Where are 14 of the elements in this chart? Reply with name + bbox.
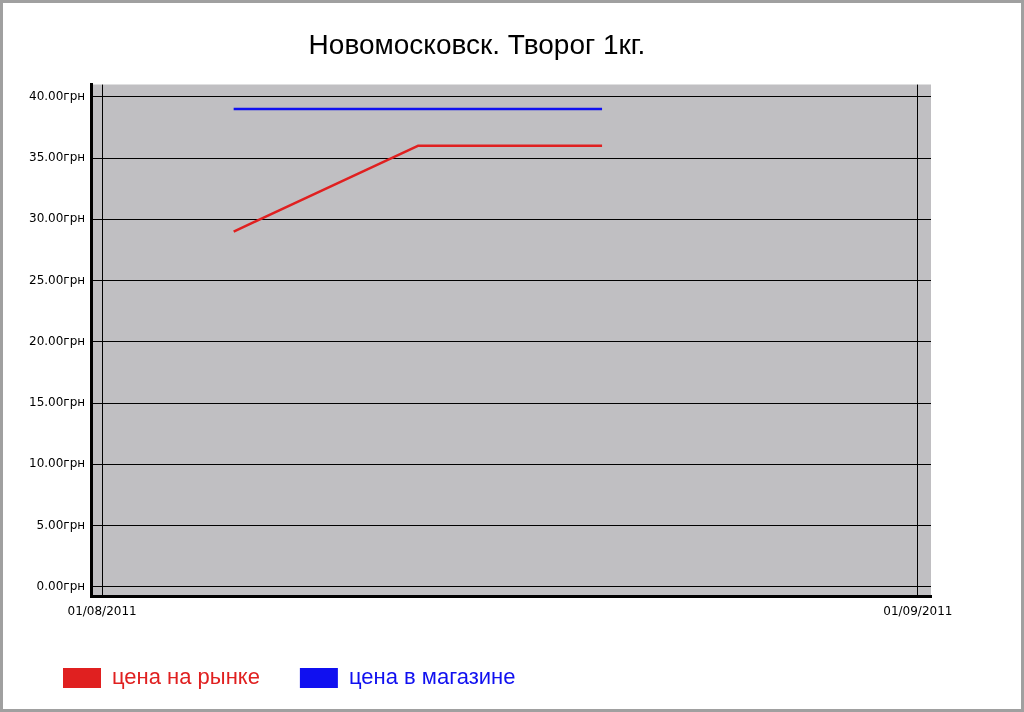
legend-label: цена в магазине xyxy=(348,664,516,690)
chart-title: Новомосковск. Творог 1кг. xyxy=(308,28,646,60)
y-tick-label: 15.00грн xyxy=(29,395,86,410)
y-tick-label: 20.00грн xyxy=(29,333,86,348)
y-tick-label: 30.00грн xyxy=(29,211,86,226)
y-tick-label: 25.00грн xyxy=(29,272,86,287)
y-tick-label: 10.00грн xyxy=(29,456,86,471)
legend-label: цена на рынке xyxy=(112,664,260,690)
x-tick-label: 01/09/2011 xyxy=(883,603,953,618)
y-tick-label: 40.00грн xyxy=(29,88,86,103)
y-tick-label: 5.00грн xyxy=(36,517,86,532)
y-tick-label: 0.00грн xyxy=(36,578,86,593)
x-tick-label: 01/08/2011 xyxy=(67,603,137,618)
y-tick-label: 35.00грн xyxy=(29,150,86,165)
